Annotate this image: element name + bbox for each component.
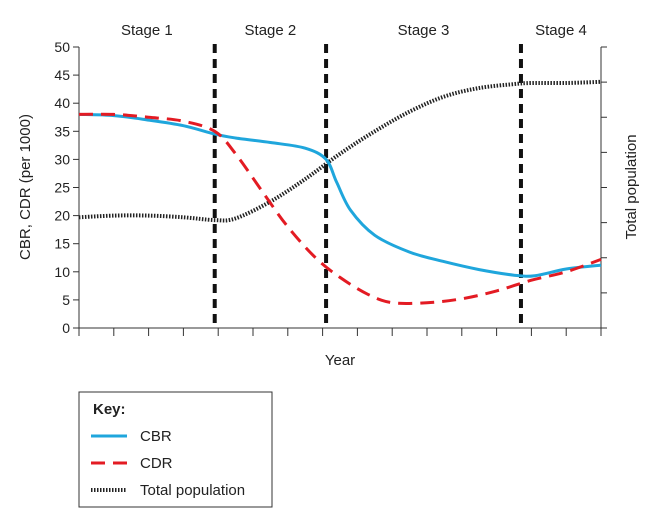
series-line-total-population <box>78 79 602 223</box>
stage-label: Stage 3 <box>398 22 450 39</box>
series-line-cdr <box>78 112 602 305</box>
y-tick-label: 20 <box>54 208 70 224</box>
y-tick-label: 0 <box>62 320 70 336</box>
legend: Key: CBR CDR Total population <box>78 391 273 508</box>
x-axis-ticks <box>78 328 602 336</box>
y-tick-label: 45 <box>54 67 70 83</box>
y-tick-label: 30 <box>54 151 70 167</box>
y2-axis-ticks <box>601 46 607 329</box>
y-tick-label: 10 <box>54 264 70 280</box>
legend-title: Key: <box>93 401 126 418</box>
y-axis-title: CBR, CDR (per 1000) <box>17 114 34 260</box>
y-tick-label: 5 <box>62 292 70 308</box>
y-tick-label: 50 <box>54 39 70 55</box>
series-lines <box>78 79 602 305</box>
y-tick-label: 25 <box>54 180 70 196</box>
y2-axis-title: Total population <box>623 134 640 239</box>
x-axis-title: Year <box>325 352 355 369</box>
stage-label: Stage 2 <box>245 22 297 39</box>
legend-items: CBR CDR Total population <box>91 428 245 499</box>
legend-box <box>78 391 273 508</box>
y-tick-label: 35 <box>54 123 70 139</box>
legend-label: CDR <box>140 455 173 472</box>
y-axis-ticks: 0 5 10 15 20 25 30 35 40 45 50 <box>54 39 79 336</box>
legend-label: CBR <box>140 428 172 445</box>
y-tick-label: 15 <box>54 236 70 252</box>
stage-label: Stage 4 <box>535 22 587 39</box>
y-tick-label: 40 <box>54 95 70 111</box>
series-line-cbr <box>78 112 602 278</box>
stage-label: Stage 1 <box>121 22 173 39</box>
legend-label: Total population <box>140 482 245 499</box>
stage-labels: Stage 1 Stage 2 Stage 3 Stage 4 <box>121 22 587 39</box>
stage-divider-lines <box>212 44 523 328</box>
